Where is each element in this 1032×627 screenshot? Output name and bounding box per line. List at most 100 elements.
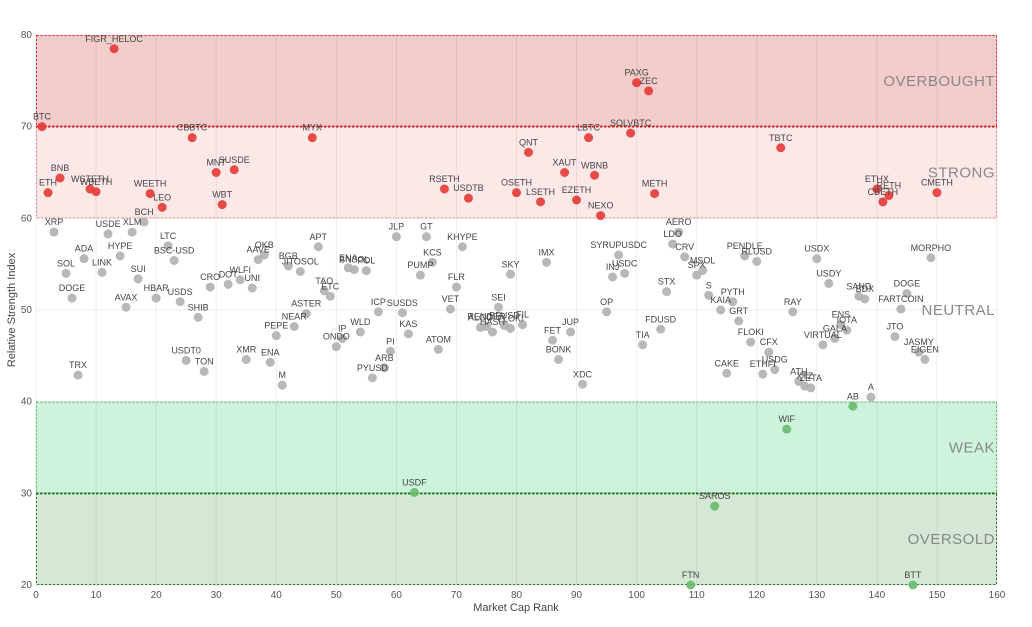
data-point	[193, 312, 203, 322]
point-label: DOGE	[894, 279, 921, 289]
data-point	[734, 316, 744, 326]
point-label: VET	[442, 294, 460, 304]
data-point	[445, 304, 455, 314]
data-point	[722, 368, 732, 378]
point-label: USDT0	[171, 345, 201, 355]
point-label: JTO	[886, 322, 903, 332]
point-label: PEPE	[264, 321, 288, 331]
point-label: MNT	[206, 158, 226, 168]
zone-band	[36, 401, 997, 494]
point-label: BNB	[51, 163, 70, 173]
point-label: TBTC	[769, 133, 793, 143]
point-label: WBETH	[80, 177, 113, 187]
data-point	[848, 401, 858, 411]
point-label: BDX	[856, 284, 875, 294]
point-label: RAY	[784, 297, 802, 307]
data-point	[337, 333, 347, 343]
point-label: JUP	[562, 317, 579, 327]
data-point	[752, 256, 762, 266]
data-point	[902, 289, 912, 298]
zone-label: WEAK	[949, 440, 995, 457]
data-point	[770, 365, 780, 375]
point-label: PENDLE	[727, 241, 763, 251]
point-label: PI	[386, 336, 395, 346]
data-point	[127, 227, 137, 237]
x-axis-ticks: 0 10 20 30 40 50 60 70 80 90 100 110 120 130 140 150 160	[33, 590, 1006, 601]
data-point	[746, 337, 756, 347]
data-point	[331, 342, 341, 352]
data-point	[61, 268, 71, 278]
point-label: USDX	[804, 244, 829, 254]
y-tick-label: 20	[21, 580, 33, 591]
data-point	[632, 78, 642, 88]
point-label: AVAX	[115, 292, 138, 302]
x-tick-label: 150	[929, 590, 946, 601]
point-label: METH	[642, 179, 668, 189]
point-label: POL	[357, 256, 375, 266]
data-point	[818, 340, 828, 350]
point-label: APT	[310, 232, 328, 242]
data-point	[403, 329, 413, 339]
data-point	[716, 305, 726, 315]
x-tick-label: 60	[391, 590, 403, 601]
data-point	[860, 294, 870, 304]
point-label: MSOL	[690, 256, 716, 266]
data-point	[451, 282, 461, 292]
data-point	[505, 269, 515, 279]
point-label: WSTETH	[71, 174, 109, 184]
point-label: ARB	[375, 353, 394, 363]
data-point	[560, 168, 570, 177]
point-label: TRX	[69, 360, 87, 370]
point-label: KAS	[399, 319, 417, 329]
data-point	[355, 327, 365, 337]
point-label: ATOM	[426, 334, 451, 344]
data-point	[626, 128, 636, 138]
point-label: LDO	[663, 229, 682, 239]
point-label: MORPHO	[911, 243, 952, 253]
point-label: BTC	[33, 112, 52, 122]
data-point	[776, 143, 786, 153]
point-label: AB	[847, 391, 859, 401]
data-point	[265, 357, 275, 367]
zone-band	[36, 218, 997, 402]
data-point	[674, 227, 684, 237]
point-label: M	[279, 370, 287, 380]
data-point	[367, 373, 377, 383]
data-point	[782, 424, 792, 434]
point-label: FLR	[448, 272, 466, 282]
data-point	[650, 189, 660, 199]
point-label: JITOSOL	[282, 257, 319, 267]
point-label: RLUSD	[741, 246, 772, 256]
point-label: MYX	[303, 123, 323, 133]
x-axis-label: Market Cap Rank	[473, 602, 559, 614]
data-point	[415, 270, 425, 280]
data-point	[704, 290, 714, 300]
data-point	[409, 487, 419, 497]
data-point	[686, 580, 696, 590]
point-label: PAXG	[624, 68, 648, 78]
point-label: LEO	[153, 192, 171, 202]
data-point	[283, 261, 293, 271]
point-label: KAIA	[710, 295, 731, 305]
point-label: USDS	[168, 287, 193, 297]
point-label: HYPE	[108, 241, 133, 251]
point-label: USDY	[816, 268, 841, 278]
point-label: CAKE	[714, 358, 739, 368]
data-point	[391, 232, 401, 242]
x-tick-label: 90	[571, 590, 583, 601]
point-label: HBAR	[144, 283, 170, 293]
point-label: WBT	[212, 190, 232, 200]
point-label: CMETH	[921, 178, 953, 188]
point-label: XRP	[45, 217, 64, 227]
data-point	[842, 325, 852, 335]
point-label: ENS	[832, 310, 851, 320]
point-label: FIGR_HELOC	[85, 34, 143, 44]
data-point	[884, 190, 894, 200]
data-point	[710, 501, 720, 511]
point-label: CFX	[760, 337, 778, 347]
point-label: SEI	[491, 292, 506, 302]
data-point	[806, 383, 816, 393]
data-point	[512, 188, 521, 198]
zone-labels: OVERBOUGHT STRONG NEUTRAL WEAK OVERSOLD	[883, 73, 995, 548]
data-point	[914, 347, 924, 357]
